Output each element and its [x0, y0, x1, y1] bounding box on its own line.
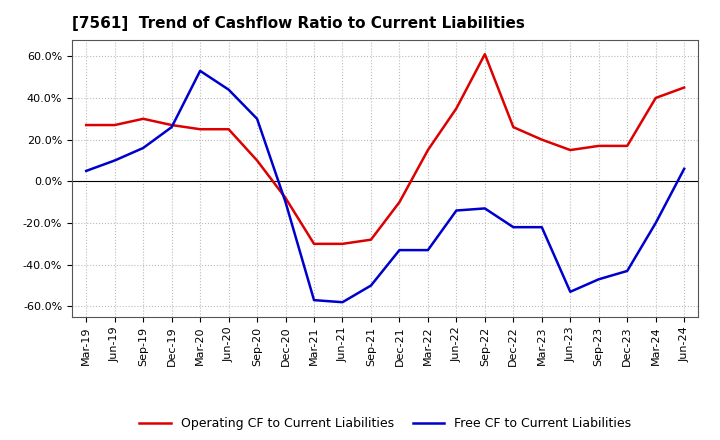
- Operating CF to Current Liabilities: [196, 127, 204, 132]
- Operating CF to Current Liabilities: [110, 122, 119, 128]
- Operating CF to Current Liabilities: [680, 85, 688, 90]
- Free CF to Current Liabilities: [310, 297, 318, 303]
- Free CF to Current Liabilities: [566, 289, 575, 294]
- Free CF to Current Liabilities: [480, 206, 489, 211]
- Operating CF to Current Liabilities: [566, 147, 575, 153]
- Free CF to Current Liabilities: [366, 283, 375, 288]
- Free CF to Current Liabilities: [282, 199, 290, 205]
- Operating CF to Current Liabilities: [225, 127, 233, 132]
- Operating CF to Current Liabilities: [509, 125, 518, 130]
- Free CF to Current Liabilities: [623, 268, 631, 274]
- Line: Operating CF to Current Liabilities: Operating CF to Current Liabilities: [86, 54, 684, 244]
- Free CF to Current Liabilities: [139, 145, 148, 150]
- Operating CF to Current Liabilities: [167, 122, 176, 128]
- Free CF to Current Liabilities: [423, 247, 432, 253]
- Operating CF to Current Liabilities: [480, 51, 489, 57]
- Free CF to Current Liabilities: [225, 87, 233, 92]
- Operating CF to Current Liabilities: [253, 158, 261, 163]
- Operating CF to Current Liabilities: [595, 143, 603, 149]
- Free CF to Current Liabilities: [253, 116, 261, 121]
- Operating CF to Current Liabilities: [82, 122, 91, 128]
- Free CF to Current Liabilities: [395, 247, 404, 253]
- Operating CF to Current Liabilities: [282, 195, 290, 201]
- Operating CF to Current Liabilities: [366, 237, 375, 242]
- Free CF to Current Liabilities: [680, 166, 688, 172]
- Free CF to Current Liabilities: [110, 158, 119, 163]
- Legend: Operating CF to Current Liabilities, Free CF to Current Liabilities: Operating CF to Current Liabilities, Fre…: [135, 412, 636, 435]
- Operating CF to Current Liabilities: [338, 241, 347, 246]
- Free CF to Current Liabilities: [338, 300, 347, 305]
- Free CF to Current Liabilities: [595, 277, 603, 282]
- Operating CF to Current Liabilities: [623, 143, 631, 149]
- Operating CF to Current Liabilities: [139, 116, 148, 121]
- Operating CF to Current Liabilities: [652, 95, 660, 101]
- Free CF to Current Liabilities: [196, 68, 204, 73]
- Operating CF to Current Liabilities: [537, 137, 546, 142]
- Line: Free CF to Current Liabilities: Free CF to Current Liabilities: [86, 71, 684, 302]
- Operating CF to Current Liabilities: [452, 106, 461, 111]
- Operating CF to Current Liabilities: [310, 241, 318, 246]
- Text: [7561]  Trend of Cashflow Ratio to Current Liabilities: [7561] Trend of Cashflow Ratio to Curren…: [72, 16, 525, 32]
- Operating CF to Current Liabilities: [395, 199, 404, 205]
- Free CF to Current Liabilities: [537, 224, 546, 230]
- Free CF to Current Liabilities: [82, 168, 91, 173]
- Free CF to Current Liabilities: [167, 125, 176, 130]
- Free CF to Current Liabilities: [652, 220, 660, 226]
- Free CF to Current Liabilities: [509, 224, 518, 230]
- Operating CF to Current Liabilities: [423, 147, 432, 153]
- Free CF to Current Liabilities: [452, 208, 461, 213]
